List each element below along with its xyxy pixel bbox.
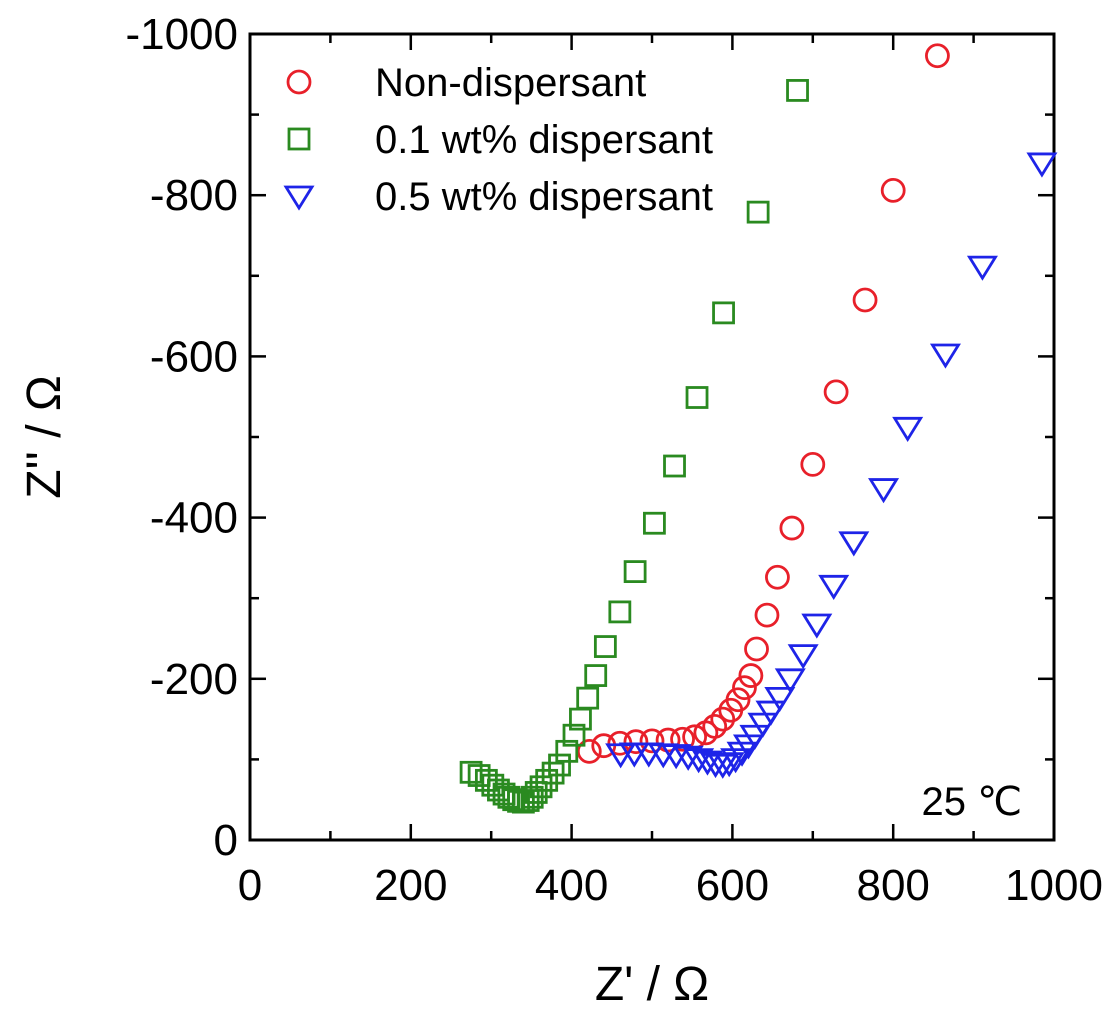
- y-tick-label: -800: [150, 171, 238, 220]
- circle-point: [639, 728, 665, 754]
- square-point: [685, 386, 709, 409]
- square-point: [623, 560, 647, 584]
- triangle-down-point: [787, 644, 819, 670]
- square-point: [548, 753, 571, 777]
- x-tick-label: 600: [696, 861, 769, 910]
- triangle-down-point: [707, 753, 739, 779]
- triangle-down-point: [660, 744, 692, 770]
- triangle-down-point: [818, 574, 850, 600]
- triangle-down-point: [726, 741, 758, 767]
- data-marks: [459, 43, 1058, 814]
- triangle-down-point: [868, 478, 900, 504]
- circle-point: [710, 706, 736, 732]
- circle-point: [744, 636, 769, 662]
- circle-point: [702, 713, 728, 739]
- series-circle: [576, 43, 950, 764]
- x-tick-label: 0: [238, 861, 262, 910]
- circle-point: [925, 43, 950, 69]
- square-point: [555, 739, 579, 763]
- circle-point: [880, 177, 906, 203]
- triangle-down-point: [755, 700, 787, 726]
- circle-point: [670, 726, 695, 752]
- circle-point: [732, 675, 757, 701]
- x-tick-label: 800: [856, 861, 929, 910]
- legend-label: 0.1 wt% dispersant: [375, 118, 713, 162]
- square-point: [608, 600, 632, 624]
- square-point: [535, 768, 559, 792]
- legend-label: 0.5 wt% dispersant: [375, 175, 713, 219]
- temperature-annotation: 25 ℃: [921, 780, 1022, 824]
- square-point: [584, 664, 608, 687]
- legend-marker-circle: [286, 69, 312, 95]
- square-point: [746, 200, 770, 224]
- x-axis-title: Z' / Ω: [595, 958, 709, 1011]
- square-point: [593, 635, 617, 658]
- circle-point: [779, 515, 805, 541]
- circle-point: [754, 602, 780, 628]
- square-point: [786, 79, 809, 102]
- legend-label: Non-dispersant: [375, 61, 646, 105]
- triangle-down-point: [774, 668, 806, 694]
- y-tick-label: -600: [150, 332, 238, 381]
- square-point: [459, 760, 483, 784]
- square-point: [712, 301, 735, 325]
- axis-ticks: [250, 34, 1054, 840]
- series-triangle-down: [605, 152, 1058, 779]
- circle-point: [823, 379, 849, 405]
- legend-marker-square: [287, 127, 311, 151]
- square-point: [516, 789, 540, 812]
- triangle-down-point: [966, 255, 998, 281]
- x-tick-label: 200: [374, 861, 447, 910]
- circle-point: [852, 287, 878, 313]
- x-tick-label: 1000: [1005, 861, 1103, 910]
- triangle-down-point: [801, 613, 833, 639]
- triangle-down-point: [720, 748, 752, 774]
- triangle-down-point: [764, 686, 796, 712]
- y-tick-label: -200: [150, 655, 238, 704]
- triangle-down-point: [672, 745, 704, 771]
- triangle-down-point: [892, 416, 924, 442]
- square-point: [529, 775, 553, 799]
- y-tick-label: 0: [214, 816, 238, 865]
- circle-point: [725, 687, 751, 713]
- square-point: [576, 686, 600, 710]
- circle-point: [800, 452, 826, 477]
- square-point: [541, 761, 565, 785]
- triangle-down-point: [929, 343, 961, 369]
- legend-marker-triangle-down: [283, 185, 315, 211]
- circle-point: [738, 663, 764, 688]
- legend: Non-dispersant 0.1 wt% dispersant 0.5 wt% …: [283, 61, 713, 219]
- square-point: [643, 511, 666, 535]
- triangle-down-point: [1026, 152, 1058, 178]
- circle-point: [765, 564, 790, 590]
- series-square: [459, 79, 809, 814]
- triangle-down-point: [739, 724, 771, 750]
- x-tick-label: 400: [535, 861, 608, 910]
- axis-tick-labels: 0 200 400 600 800 1000 0 -200 -400 -600 -800 -1000: [125, 10, 1102, 910]
- square-point: [663, 454, 686, 478]
- circle-point: [576, 738, 602, 764]
- y-tick-label: -400: [150, 494, 238, 543]
- circle-point: [623, 729, 649, 755]
- y-tick-label: -1000: [125, 10, 238, 59]
- triangle-down-point: [838, 531, 870, 557]
- square-point: [562, 723, 586, 747]
- triangle-down-point: [713, 752, 745, 778]
- y-axis-title: Z'' / Ω: [18, 375, 71, 499]
- triangle-down-point: [747, 712, 779, 738]
